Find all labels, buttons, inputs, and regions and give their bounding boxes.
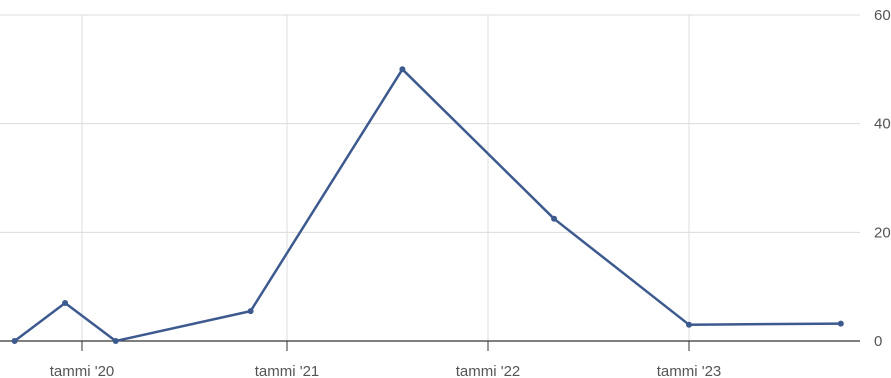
y-tick-label: 60 [874,7,891,24]
x-tick-label: tammi '22 [456,363,521,378]
data-point [112,338,119,344]
y-axis-labels: 0 20 40 60 [874,7,891,350]
data-point [686,321,692,328]
grid-lines [0,14,860,341]
series-line [13,68,843,343]
x-tick-label: tammi '23 [657,363,722,378]
data-point [399,66,406,73]
data-point [551,215,558,222]
x-tick-label: tammi '21 [255,363,320,378]
data-series [11,66,844,344]
data-point [62,300,69,306]
y-tick-label: 20 [874,224,891,241]
data-point [837,320,844,327]
y-tick-label: 40 [874,116,891,133]
y-tick-label: 0 [874,333,882,350]
x-tick-label: tammi '20 [50,363,115,378]
data-point [11,338,18,344]
data-point [247,308,254,315]
x-axis-labels: tammi '20 tammi '21 tammi '22 tammi '23 [50,363,722,378]
x-axis [0,340,860,351]
